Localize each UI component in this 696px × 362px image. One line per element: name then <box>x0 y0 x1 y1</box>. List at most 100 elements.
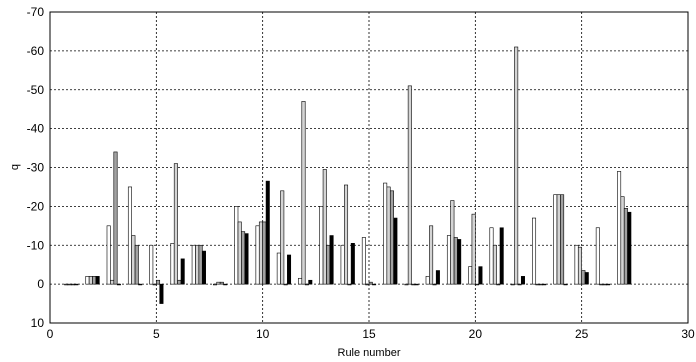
bar-rule-3-series-2 <box>110 279 115 285</box>
bar-rule-11-series-2 <box>280 190 285 285</box>
bar-rule-11-series-3 <box>283 283 288 286</box>
bar-rule-25-series-2 <box>577 246 582 285</box>
bar-rule-13-series-2 <box>322 169 327 285</box>
bar-rule-17-series-3 <box>411 283 416 286</box>
bar-rule-22-series-4 <box>520 276 525 285</box>
bar-rule-18-series-2 <box>429 225 434 285</box>
bar-rule-4-series-1 <box>127 186 132 285</box>
bar-rule-2-series-4 <box>95 276 100 285</box>
bar-rule-17-series-1 <box>404 283 409 286</box>
bar-rule-10-series-2 <box>258 221 263 285</box>
bar-rule-21-series-2 <box>492 244 497 285</box>
bar-rule-13-series-1 <box>319 206 324 285</box>
bar-rule-5-series-3 <box>156 279 161 285</box>
bar-rule-5-series-1 <box>149 244 154 285</box>
bar-rule-6-series-3 <box>177 279 182 285</box>
bar-rule-4-series-4 <box>138 283 143 286</box>
y-tick-label: -10 <box>27 238 45 252</box>
bar-rule-26-series-3 <box>602 283 607 286</box>
bar-rule-14-series-1 <box>340 244 345 285</box>
bar-rule-24-series-3 <box>560 194 565 285</box>
plot-frame <box>49 11 689 324</box>
bar-rule-1-series-2 <box>67 283 72 286</box>
bar-rule-24-series-2 <box>556 194 561 285</box>
y-tick-label: -40 <box>27 122 45 136</box>
x-tick-label: 30 <box>681 327 695 341</box>
bar-rule-6-series-1 <box>170 243 175 285</box>
bar-rule-24-series-1 <box>553 194 558 285</box>
bar-rule-22-series-3 <box>517 283 522 286</box>
bar-rule-27-series-2 <box>620 196 625 285</box>
bar-rule-7-series-1 <box>191 244 196 285</box>
bar-rule-13-series-4 <box>329 235 334 285</box>
bar-rule-5-series-4 <box>159 283 164 304</box>
bar-rule-24-series-4 <box>563 283 568 286</box>
bar-rule-13-series-3 <box>326 244 331 285</box>
y-tick-label: -70 <box>27 5 45 19</box>
x-tick-label: 0 <box>47 327 54 341</box>
bar-rule-15-series-3 <box>368 281 373 285</box>
bar-rule-17-series-2 <box>407 85 412 285</box>
bar-rule-3-series-1 <box>106 225 111 285</box>
x-tick-label: 25 <box>575 327 589 341</box>
bar-rule-21-series-3 <box>496 283 501 286</box>
bar-rule-7-series-2 <box>195 244 200 285</box>
bar-rule-23-series-4 <box>542 283 547 286</box>
bar-rule-7-series-3 <box>198 244 203 285</box>
bar-rule-5-series-2 <box>152 283 157 286</box>
bar-rule-15-series-4 <box>372 283 377 286</box>
bar-rule-26-series-2 <box>599 283 604 286</box>
bar-rule-18-series-1 <box>425 276 430 285</box>
bar-rule-2-series-1 <box>85 276 90 285</box>
bar-rule-12-series-4 <box>308 279 313 285</box>
bar-rule-27-series-4 <box>627 211 632 285</box>
x-tick-label: 5 <box>153 327 160 341</box>
bar-rule-8-series-2 <box>216 281 221 285</box>
bar-rule-9-series-3 <box>241 231 246 285</box>
bar-rule-4-series-3 <box>134 244 139 285</box>
bar-rule-8-series-4 <box>223 283 228 286</box>
bar-rule-19-series-3 <box>453 237 458 285</box>
bar-rule-6-series-2 <box>173 163 178 285</box>
x-axis-label: Rule number <box>338 347 401 359</box>
bar-rule-11-series-1 <box>276 252 281 285</box>
y-tick-label: -30 <box>27 161 45 175</box>
bar-rule-11-series-4 <box>287 254 292 285</box>
y-tick-label: -50 <box>27 83 45 97</box>
x-tick-label: 10 <box>256 327 270 341</box>
y-tick-label: -60 <box>27 44 45 58</box>
bar-rule-22-series-1 <box>510 283 515 286</box>
y-tick-label: 0 <box>37 277 44 291</box>
x-tick-label: 15 <box>362 327 376 341</box>
bar-rule-16-series-3 <box>389 190 394 285</box>
bar-rule-2-series-2 <box>88 276 93 285</box>
bar-rule-2-series-3 <box>92 276 97 285</box>
bar-rule-16-series-2 <box>386 186 391 285</box>
bar-rule-3-series-3 <box>113 151 118 285</box>
bar-rule-10-series-3 <box>262 221 267 285</box>
bar-rule-23-series-1 <box>532 217 537 285</box>
bar-rule-22-series-2 <box>514 46 519 285</box>
bar-rule-8-series-3 <box>219 281 224 285</box>
bar-rule-18-series-4 <box>435 270 440 285</box>
bar-rule-12-series-1 <box>298 277 303 285</box>
bar-rule-21-series-4 <box>499 227 504 285</box>
bar-rule-7-series-4 <box>201 250 206 285</box>
bar-rule-15-series-1 <box>361 237 366 285</box>
bar-rule-23-series-3 <box>538 283 543 286</box>
bar-rule-21-series-1 <box>489 227 494 285</box>
bar-rule-20-series-3 <box>475 283 480 286</box>
bar-rule-14-series-3 <box>347 283 352 286</box>
bar-rule-4-series-2 <box>131 235 136 285</box>
bar-rule-26-series-1 <box>595 227 600 285</box>
bar-rule-26-series-4 <box>606 283 611 286</box>
bar-rule-10-series-4 <box>265 180 270 285</box>
bar-rule-9-series-1 <box>234 206 239 285</box>
bar-rule-25-series-3 <box>581 270 586 285</box>
bar-rule-19-series-2 <box>450 200 455 285</box>
bar-rule-19-series-1 <box>446 235 451 285</box>
y-tick-label: -20 <box>27 199 45 213</box>
bar-rule-12-series-3 <box>304 283 309 286</box>
